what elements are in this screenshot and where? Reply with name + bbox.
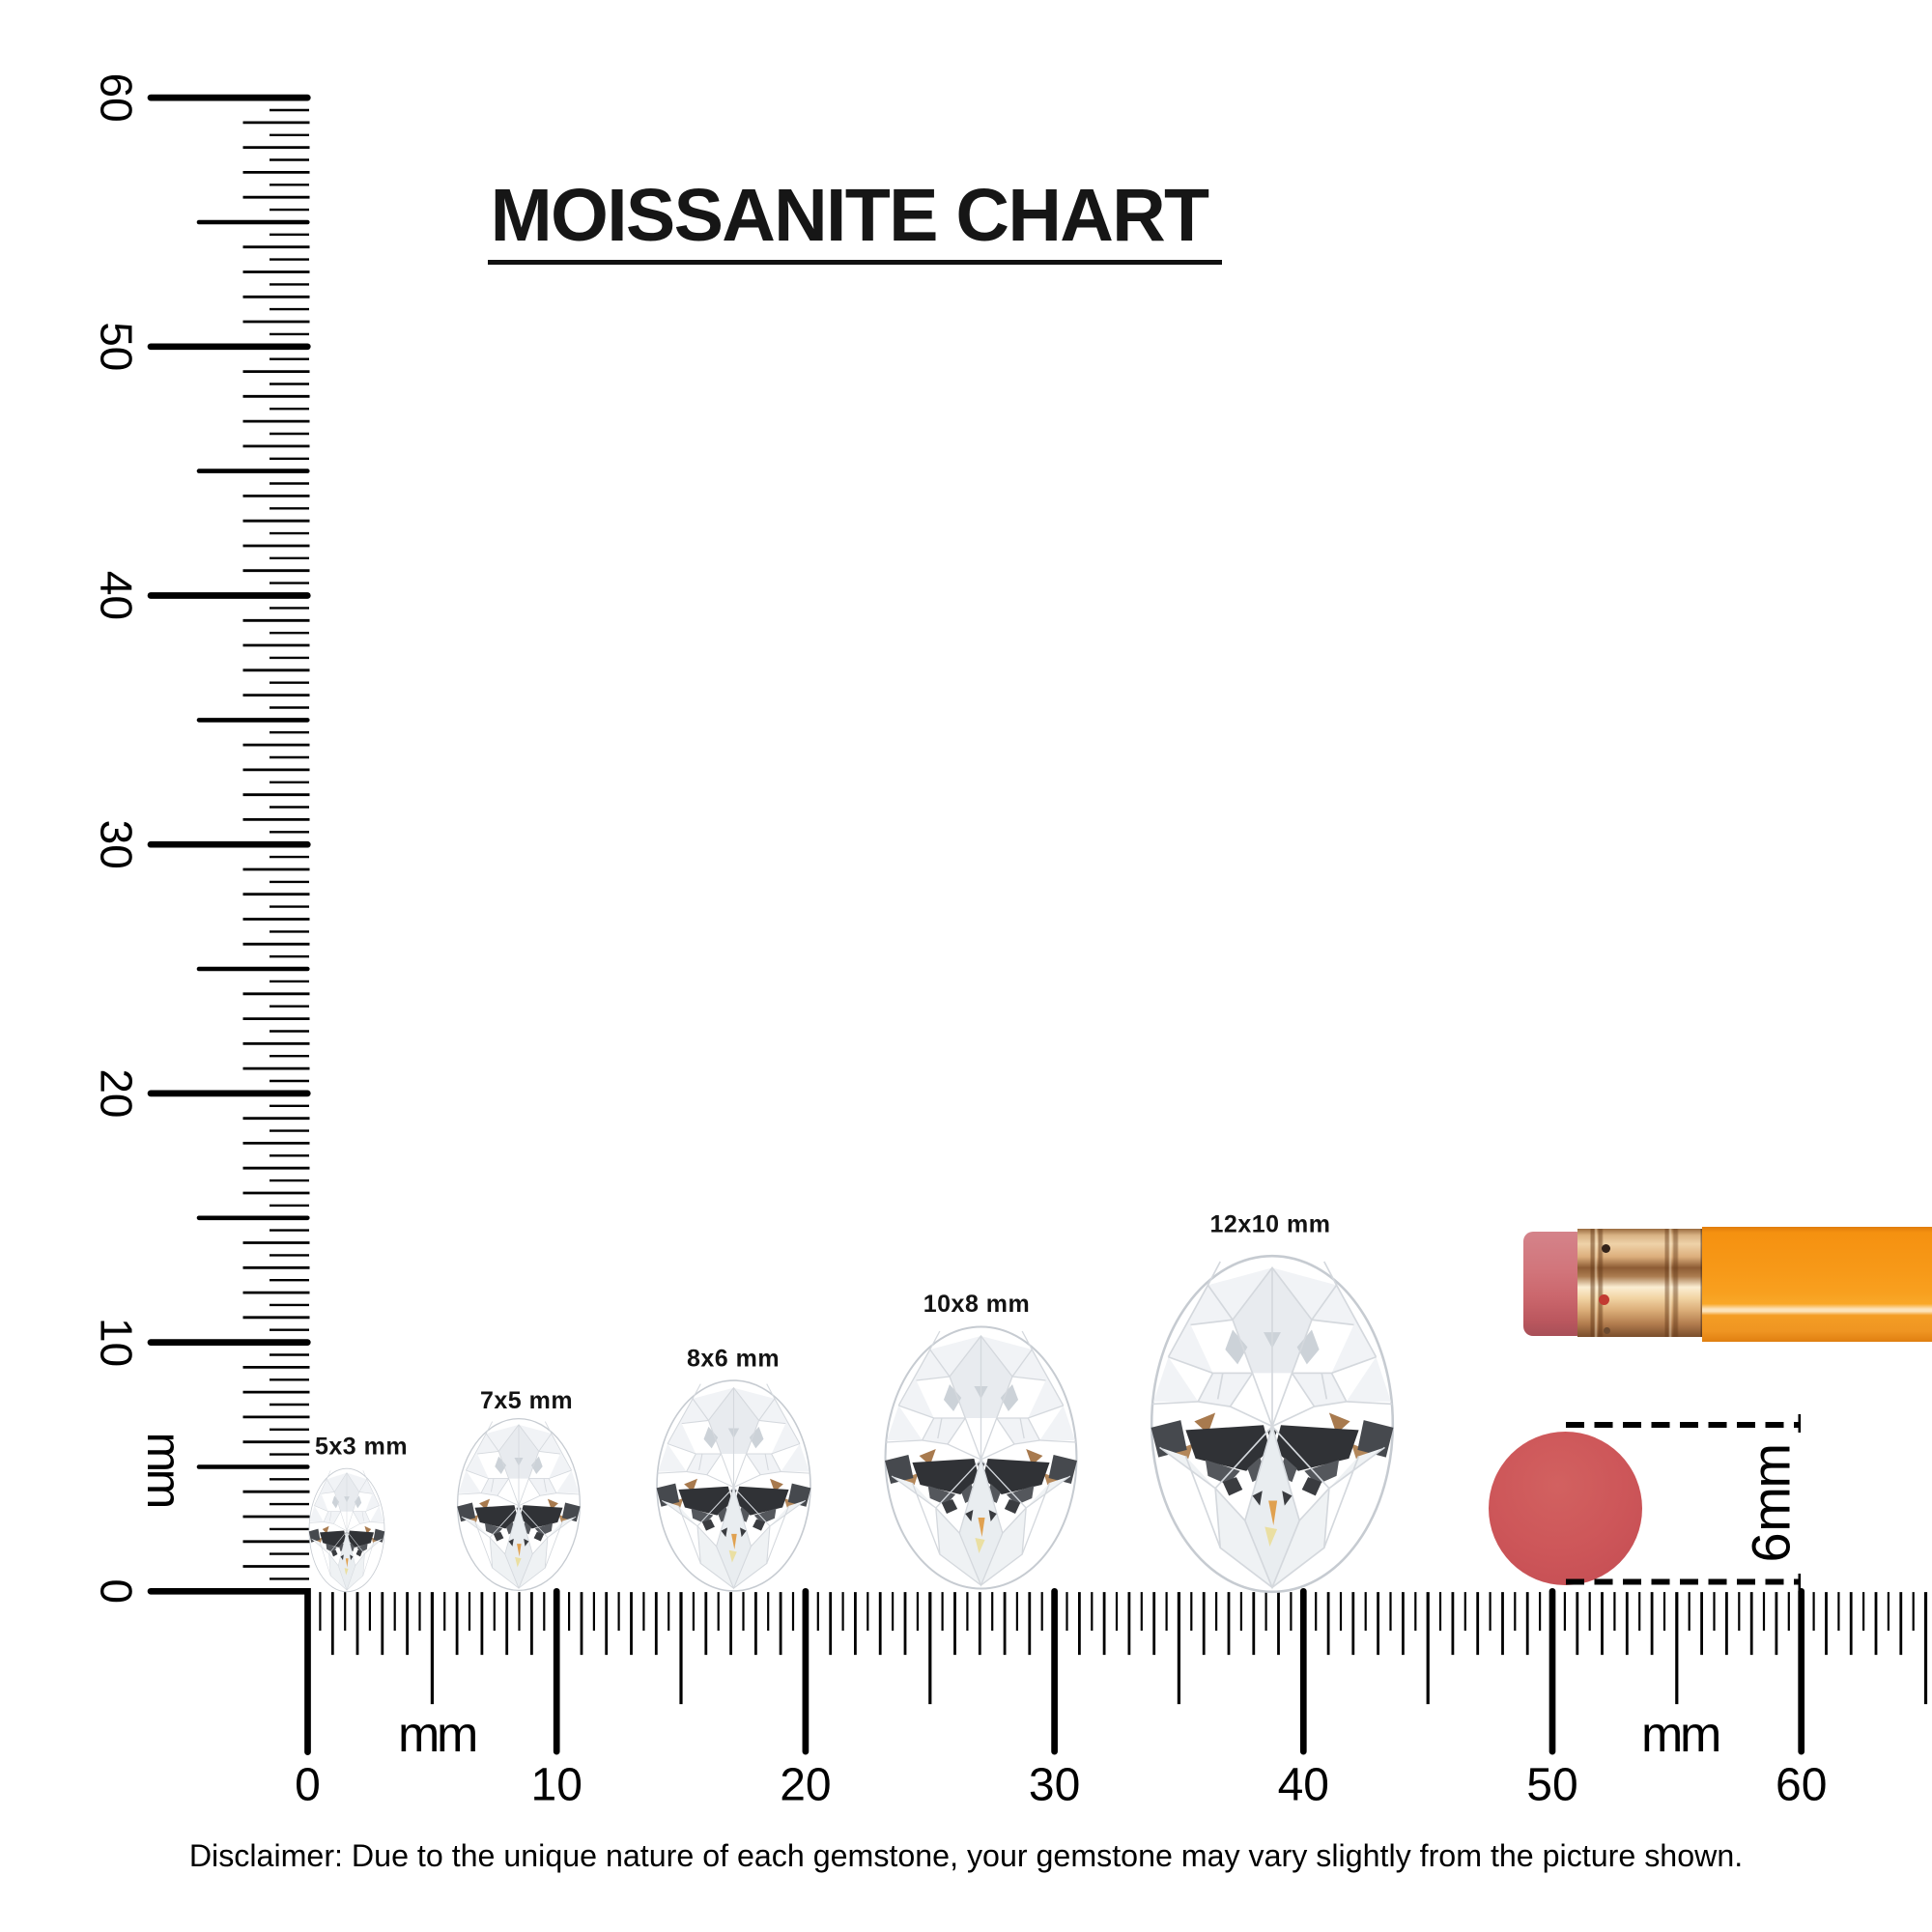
svg-text:mm: mm bbox=[398, 1707, 475, 1763]
svg-text:60: 60 bbox=[1776, 1760, 1827, 1811]
svg-text:50: 50 bbox=[92, 322, 142, 371]
svg-text:7x5 mm: 7x5 mm bbox=[480, 1387, 573, 1414]
svg-text:0: 0 bbox=[92, 1579, 142, 1605]
svg-text:30: 30 bbox=[92, 820, 142, 869]
svg-text:mm: mm bbox=[1641, 1707, 1719, 1763]
svg-text:20: 20 bbox=[92, 1068, 142, 1118]
svg-text:0: 0 bbox=[295, 1760, 321, 1811]
svg-text:mm: mm bbox=[137, 1432, 191, 1506]
svg-text:10x8 mm: 10x8 mm bbox=[923, 1291, 1031, 1318]
svg-text:20: 20 bbox=[780, 1760, 831, 1811]
svg-text:40: 40 bbox=[92, 571, 142, 620]
svg-text:6 mm: 6 mm bbox=[1741, 1445, 1802, 1563]
svg-text:40: 40 bbox=[1278, 1760, 1329, 1811]
svg-text:50: 50 bbox=[1526, 1760, 1577, 1811]
svg-text:5x3 mm: 5x3 mm bbox=[315, 1434, 408, 1461]
svg-text:30: 30 bbox=[1029, 1760, 1080, 1811]
svg-text:60: 60 bbox=[92, 73, 142, 123]
svg-text:10: 10 bbox=[92, 1318, 142, 1367]
svg-text:10: 10 bbox=[531, 1760, 582, 1811]
svg-text:8x6 mm: 8x6 mm bbox=[687, 1346, 780, 1373]
svg-text:12x10 mm: 12x10 mm bbox=[1210, 1210, 1331, 1237]
